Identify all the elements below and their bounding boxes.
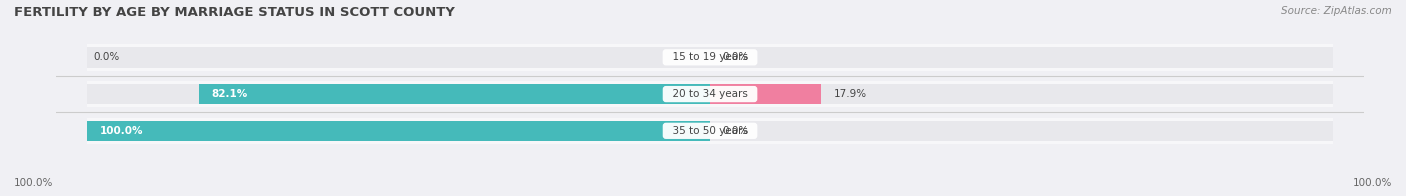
Bar	[710, 121, 1333, 141]
Text: 100.0%: 100.0%	[1353, 178, 1392, 188]
Text: 15 to 19 years: 15 to 19 years	[666, 52, 754, 62]
Bar	[710, 84, 821, 104]
Text: FERTILITY BY AGE BY MARRIAGE STATUS IN SCOTT COUNTY: FERTILITY BY AGE BY MARRIAGE STATUS IN S…	[14, 6, 456, 19]
Bar	[87, 118, 1333, 144]
Bar	[87, 84, 710, 104]
Text: 17.9%: 17.9%	[834, 89, 868, 99]
Bar	[87, 81, 1333, 107]
Bar	[198, 84, 710, 104]
Bar	[87, 121, 710, 141]
Text: 100.0%: 100.0%	[100, 126, 143, 136]
Text: 0.0%: 0.0%	[94, 52, 120, 62]
Bar	[87, 44, 1333, 71]
Text: 100.0%: 100.0%	[14, 178, 53, 188]
Bar	[710, 47, 1333, 68]
Text: Source: ZipAtlas.com: Source: ZipAtlas.com	[1281, 6, 1392, 16]
Text: 82.1%: 82.1%	[211, 89, 247, 99]
Text: 0.0%: 0.0%	[723, 126, 749, 136]
Text: 35 to 50 years: 35 to 50 years	[666, 126, 754, 136]
Text: 20 to 34 years: 20 to 34 years	[666, 89, 754, 99]
Bar	[87, 121, 710, 141]
Bar	[87, 47, 710, 68]
Text: 0.0%: 0.0%	[723, 52, 749, 62]
Bar	[710, 84, 1333, 104]
